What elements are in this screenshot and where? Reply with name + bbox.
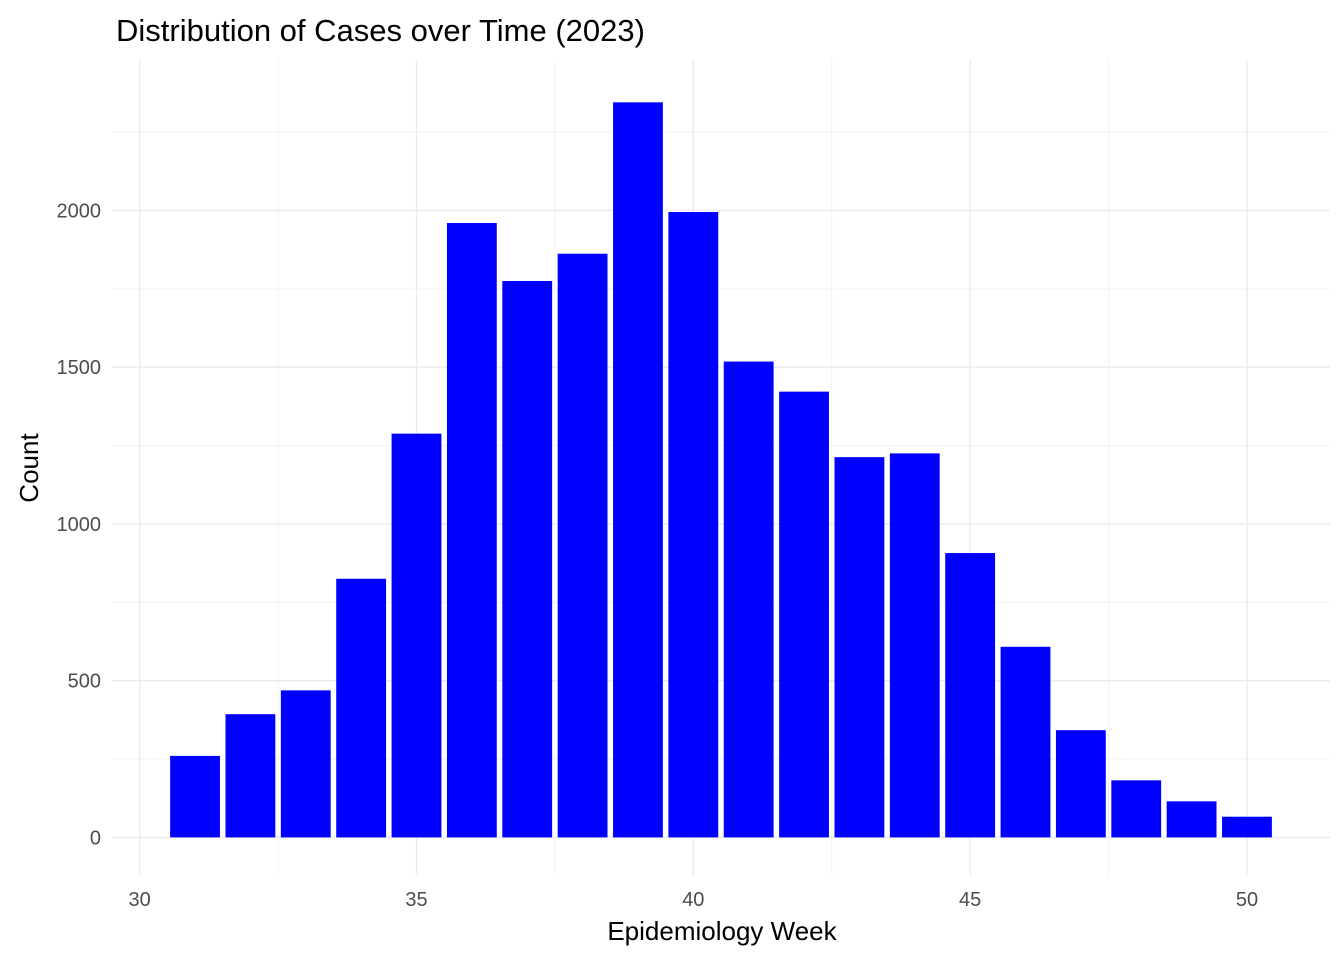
bar-week-46 — [1000, 646, 1051, 838]
y-axis-title: Count — [14, 433, 44, 503]
x-tick-label: 30 — [129, 889, 151, 911]
bar-week-43 — [834, 457, 885, 838]
bar-week-36 — [446, 223, 497, 838]
bar-week-33 — [280, 690, 331, 838]
y-tick-label: 1500 — [57, 357, 102, 379]
bar-week-47 — [1055, 730, 1106, 838]
bar-week-39 — [613, 102, 663, 838]
x-tick-label: 45 — [959, 889, 981, 911]
x-tick-label: 40 — [682, 889, 704, 911]
grid-lines — [112, 60, 1330, 875]
bar-week-44 — [889, 453, 940, 838]
y-tick-label: 1000 — [57, 514, 102, 536]
bar-week-50 — [1222, 816, 1272, 838]
bar-week-37 — [502, 280, 553, 838]
y-axis-ticks: 0 500 1000 1500 2000 — [57, 200, 102, 849]
y-tick-label: 500 — [68, 671, 101, 693]
x-axis-ticks: 30 35 40 45 50 — [129, 889, 1259, 911]
bars — [170, 102, 1272, 838]
bar-week-32 — [225, 714, 276, 838]
y-tick-label: 0 — [90, 827, 101, 849]
bar-week-49 — [1166, 801, 1217, 838]
bar-week-42 — [779, 391, 829, 838]
bar-week-31 — [170, 755, 220, 838]
chart-title: Distribution of Cases over Time (2023) — [116, 13, 645, 48]
bar-week-38 — [557, 253, 608, 838]
bar-week-48 — [1111, 780, 1162, 838]
bar-week-34 — [336, 578, 387, 838]
bar-week-41 — [723, 361, 774, 838]
x-tick-label: 35 — [405, 889, 427, 911]
bar-week-45 — [945, 553, 996, 838]
bar-week-40 — [668, 212, 719, 838]
bar-week-35 — [391, 433, 442, 838]
x-tick-label: 50 — [1236, 889, 1258, 911]
x-axis-title: Epidemiology Week — [607, 916, 837, 946]
y-tick-label: 2000 — [57, 200, 102, 222]
